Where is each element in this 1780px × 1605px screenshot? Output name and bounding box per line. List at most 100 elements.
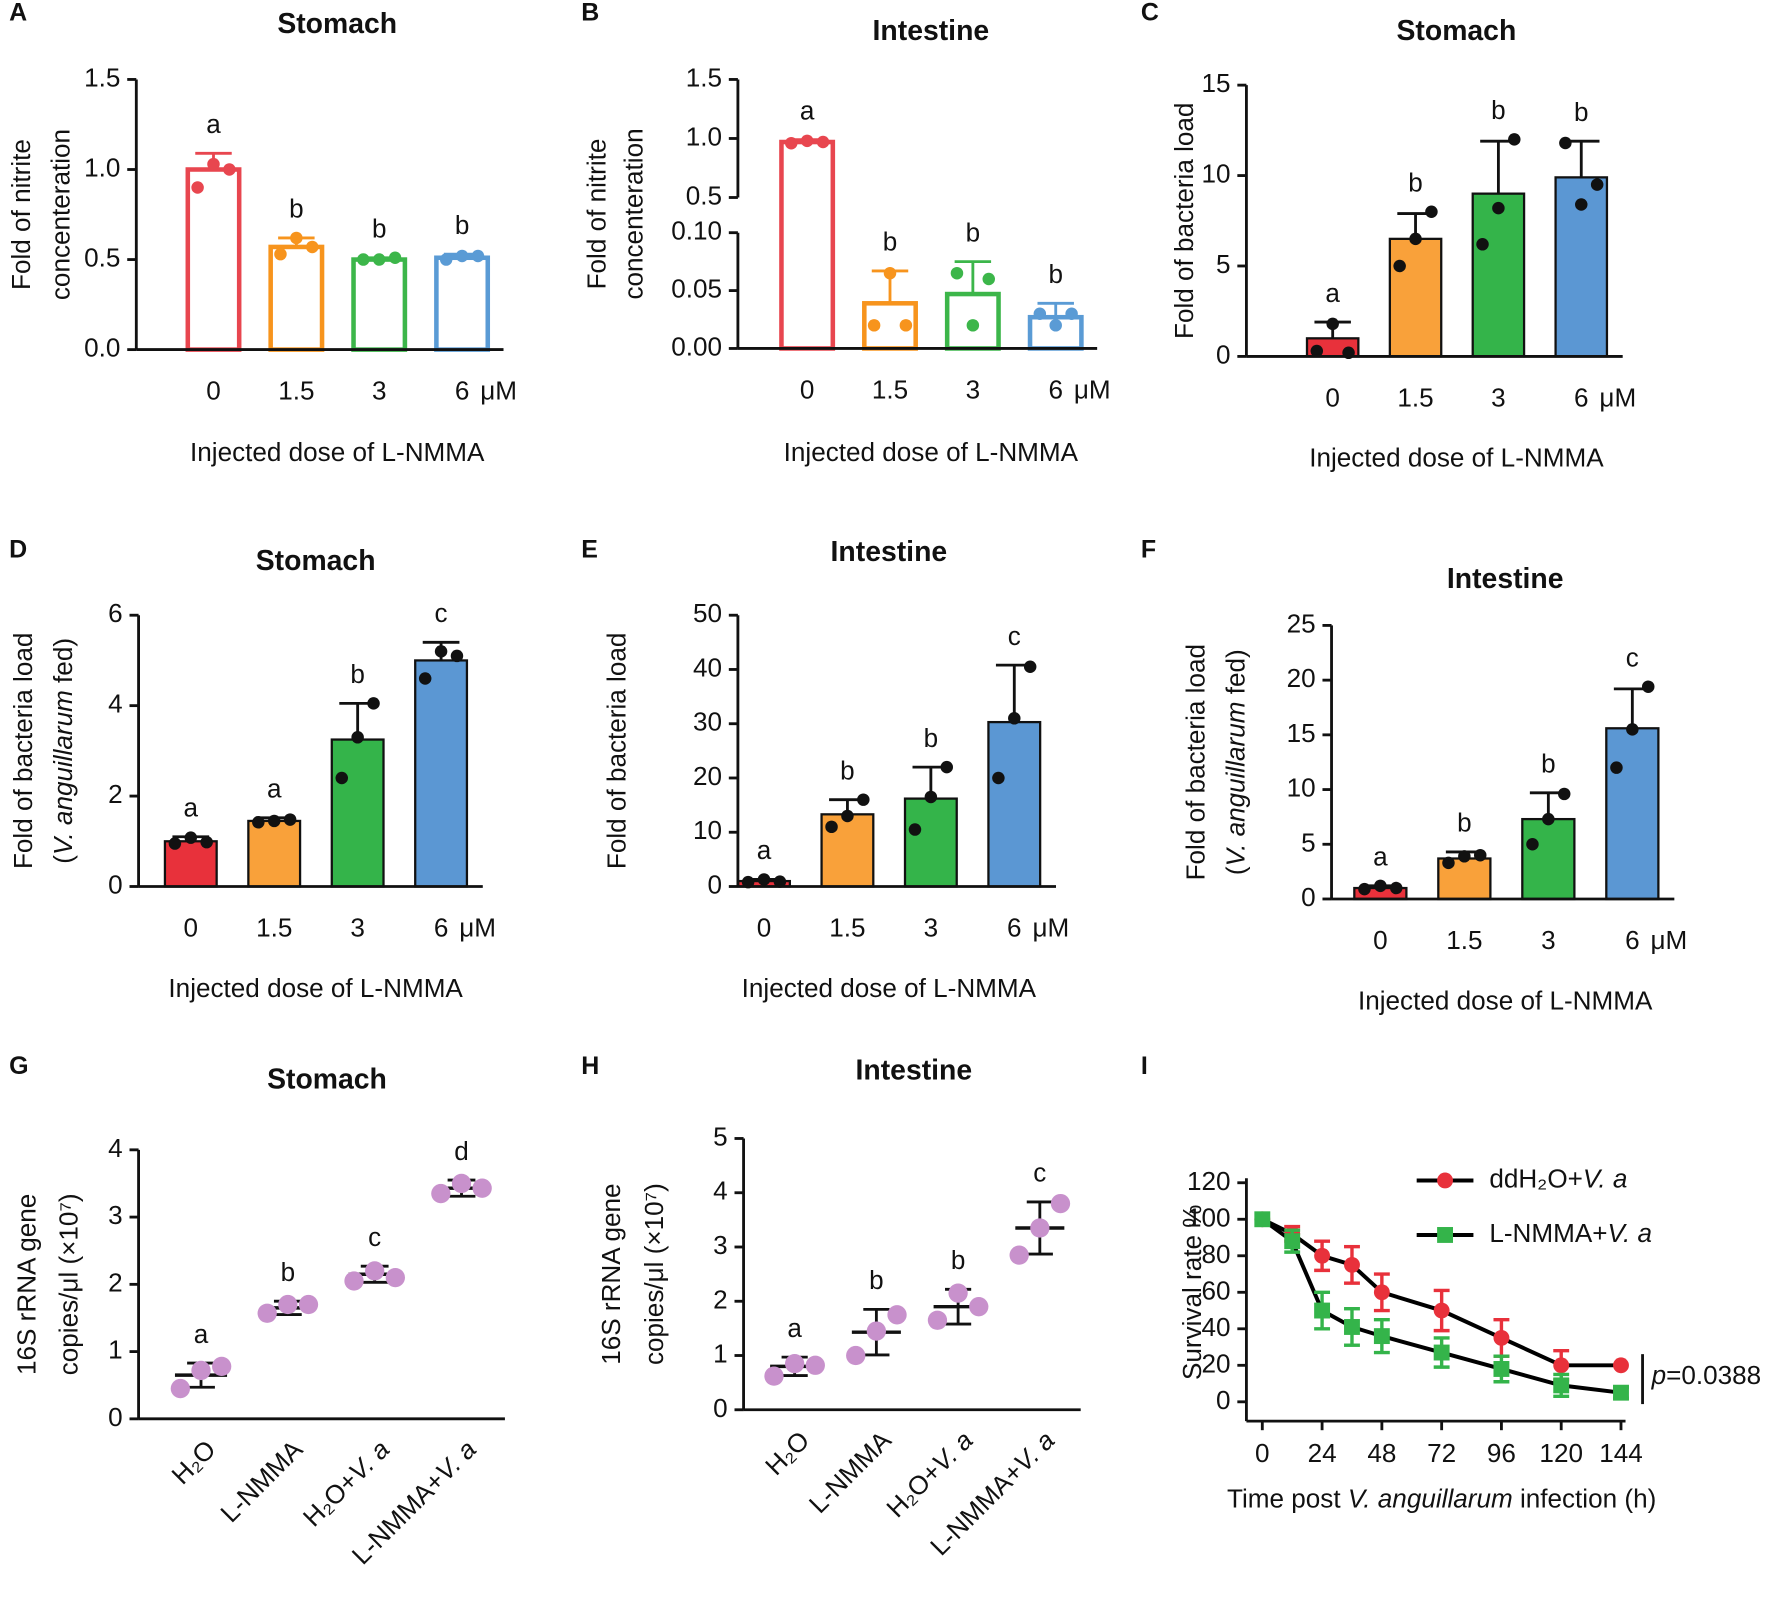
x-tick-label: 1.5 — [1446, 925, 1482, 955]
data-point — [1526, 838, 1539, 851]
y-axis-label: Fold of bacteria load — [1180, 644, 1210, 880]
significance-letter: b — [966, 217, 981, 247]
bar — [414, 659, 469, 888]
y-tick-label: 5 — [713, 1121, 728, 1151]
data-point — [207, 157, 220, 171]
data-point — [200, 835, 213, 849]
data-point — [908, 823, 922, 836]
significance-letter: b — [924, 723, 939, 753]
data-point — [267, 814, 281, 828]
y-tick-label: 15 — [1201, 68, 1230, 98]
y-tick-label: 25 — [1287, 608, 1316, 638]
y-tick-label: 10 — [693, 815, 722, 845]
data-point — [1458, 850, 1471, 863]
data-point — [367, 697, 380, 710]
y-tick-label: 0 — [1301, 882, 1316, 912]
x-tick-label: 1.5 — [1397, 382, 1433, 412]
y-axis-label: (V. anguillarum fed) — [48, 638, 78, 864]
y-axis-label: copies/μl (×10⁷) — [639, 1183, 669, 1365]
bar — [779, 139, 836, 351]
data-point — [950, 266, 964, 280]
x-tick-label: 1.5 — [829, 913, 865, 943]
data-point — [455, 249, 469, 263]
data-point — [170, 1378, 190, 1399]
y-tick-label: 40 — [1201, 1312, 1230, 1342]
data-point — [764, 1366, 784, 1386]
x-tick-label: L-NMMA — [214, 1434, 308, 1528]
data-point — [278, 1294, 298, 1315]
marker — [1254, 1211, 1271, 1228]
x-axis-label: Time post V. anguillarum infection (h) — [1227, 1483, 1656, 1513]
data-point — [948, 1283, 968, 1303]
data-point — [191, 181, 204, 194]
y-tick-label: 10 — [1287, 772, 1316, 802]
data-point — [825, 820, 838, 834]
data-point — [1409, 232, 1422, 246]
y-tick-label: 4 — [108, 689, 123, 719]
panel-letter: B — [581, 0, 599, 26]
y-axis-label: Fold of bacteria load — [8, 633, 38, 869]
x-tick-label: 48 — [1367, 1438, 1396, 1468]
panel-letter: F — [1141, 535, 1156, 563]
y-tick-label: 100 — [1187, 1202, 1231, 1232]
marker — [1344, 1256, 1360, 1273]
x-tick-label: 0 — [206, 376, 221, 406]
data-point — [785, 136, 798, 150]
y-tick-label: 4 — [713, 1176, 728, 1206]
data-point — [212, 1356, 232, 1377]
significance-letter: a — [787, 1313, 802, 1343]
y-tick-label: 5 — [1301, 827, 1316, 857]
y-tick-label: 3 — [108, 1200, 123, 1230]
panel-title: Intestine — [1447, 563, 1564, 595]
bar — [1521, 817, 1576, 901]
data-point — [1049, 319, 1062, 332]
x-tick-label: 1.5 — [256, 913, 292, 943]
data-point — [785, 1354, 805, 1374]
x-tick-label: 1.5 — [278, 376, 314, 406]
y-axis-label: Fold of nitrite — [6, 139, 36, 290]
significance-letter: b — [1408, 167, 1423, 197]
x-tick-label: 144 — [1599, 1438, 1643, 1468]
data-point — [757, 873, 771, 886]
significance-letter: a — [1373, 841, 1388, 871]
significance-letter: c — [435, 598, 448, 628]
y-tick-label: 0 — [1216, 339, 1231, 369]
data-point — [184, 831, 198, 844]
panel-letter: G — [9, 1052, 28, 1080]
data-point — [1476, 238, 1489, 251]
x-tick-label: 3 — [924, 913, 939, 943]
x-tick-label: 6 — [1007, 913, 1022, 943]
significance-letter: b — [869, 1265, 884, 1295]
data-point — [257, 1303, 277, 1323]
y-tick-label: 2 — [108, 1267, 123, 1297]
x-tick-label: 96 — [1487, 1438, 1516, 1468]
legend-marker — [1437, 1172, 1453, 1189]
x-unit: μM — [1651, 925, 1688, 955]
x-axis-label: Injected dose of L-NMMA — [784, 437, 1079, 467]
x-tick-label: 0 — [1373, 925, 1388, 955]
x-tick-label: 3 — [1491, 382, 1506, 412]
x-tick-label: 72 — [1427, 1438, 1456, 1468]
x-axis-label: Injected dose of L-NMMA — [1358, 985, 1653, 1015]
data-point — [418, 672, 432, 685]
data-point — [439, 253, 453, 266]
x-tick-label: H₂O — [165, 1434, 221, 1490]
y-tick-label: 0 — [108, 1402, 123, 1432]
y-tick-label: 1 — [108, 1334, 123, 1364]
y-tick-label: 3 — [713, 1230, 728, 1260]
x-unit: μM — [480, 376, 517, 406]
y-axis-label: 16S rRNA gene — [596, 1183, 626, 1364]
data-point — [451, 1173, 472, 1194]
data-point — [372, 253, 386, 266]
data-point — [927, 1310, 948, 1330]
data-point — [857, 793, 870, 806]
y-tick-label: 1.5 — [686, 62, 722, 92]
x-axis-label: Injected dose of L-NMMA — [742, 973, 1037, 1003]
marker — [1433, 1344, 1450, 1361]
x-axis-label: Injected dose of L-NMMA — [168, 973, 463, 1003]
x-tick-label: 3 — [966, 374, 981, 404]
data-point — [472, 1178, 492, 1198]
significance-letter: a — [757, 835, 772, 865]
data-point — [298, 1294, 319, 1315]
x-tick-label: H₂O — [759, 1425, 815, 1481]
